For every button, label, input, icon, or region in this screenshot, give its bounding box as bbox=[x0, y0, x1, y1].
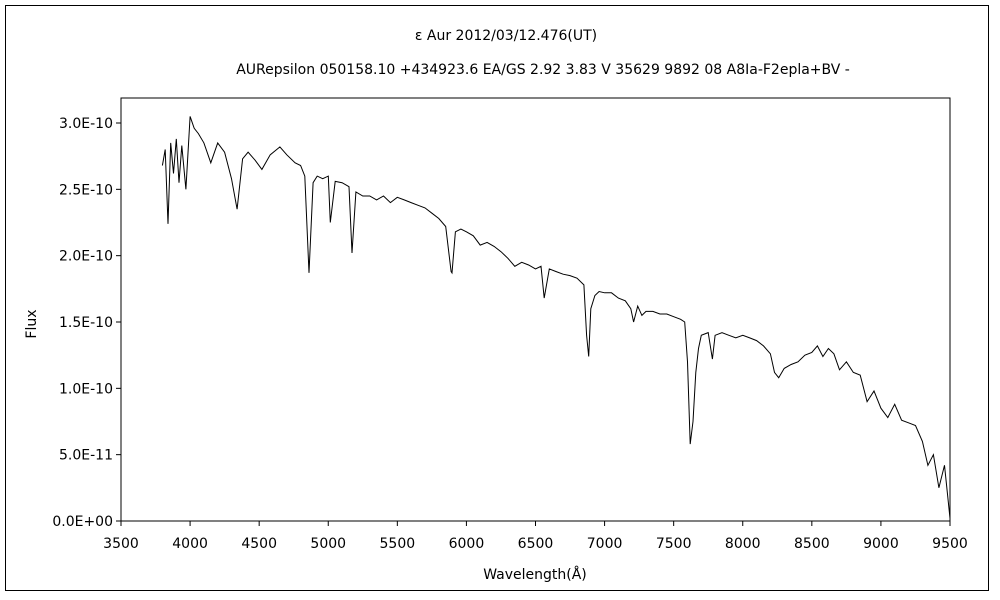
y-axis: 0.0E+00 5.0E-11 1.0E-10 1.5E-10 2.0E-10 2.5E-… bbox=[52, 116, 121, 530]
x-tick-label: 7500 bbox=[656, 536, 692, 552]
x-axis-label: Wavelength(Å) bbox=[483, 566, 587, 583]
chart-frame: ε Aur 2012/03/12.476(UT) AURepsilon 0501… bbox=[5, 5, 989, 591]
x-tick-label: 4500 bbox=[241, 536, 277, 552]
chart-subtitle: AURepsilon 050158.10 +434923.6 EA/GS 2.9… bbox=[236, 62, 850, 78]
x-tick-label: 8000 bbox=[725, 536, 761, 552]
x-tick-label: 9000 bbox=[863, 536, 899, 552]
y-tick-label: 2.5E-10 bbox=[59, 182, 113, 198]
y-axis-label: Flux bbox=[24, 309, 40, 338]
x-tick-label: 7000 bbox=[587, 536, 623, 552]
x-tick-label: 5500 bbox=[380, 536, 416, 552]
x-tick-label: 8500 bbox=[794, 536, 830, 552]
y-tick-label: 5.0E-11 bbox=[59, 448, 113, 464]
x-tick-label: 9500 bbox=[932, 536, 968, 552]
y-tick-label: 2.0E-10 bbox=[59, 249, 113, 265]
spectrum-line bbox=[161, 116, 951, 519]
plot-area bbox=[120, 97, 951, 522]
x-axis: 3500 4000 4500 5000 5500 6000 6500 7000 7500 8000… bbox=[103, 521, 968, 552]
x-tick-label: 6500 bbox=[518, 536, 554, 552]
x-tick-label: 3500 bbox=[103, 536, 139, 552]
y-tick-label: 0.0E+00 bbox=[52, 514, 113, 530]
y-tick-label: 1.0E-10 bbox=[59, 381, 113, 397]
x-tick-label: 4000 bbox=[172, 536, 208, 552]
chart-title: ε Aur 2012/03/12.476(UT) bbox=[415, 28, 597, 44]
x-tick-label: 6000 bbox=[449, 536, 485, 552]
x-tick-label: 5000 bbox=[310, 536, 346, 552]
y-tick-label: 1.5E-10 bbox=[59, 315, 113, 331]
y-tick-label: 3.0E-10 bbox=[59, 116, 113, 132]
spectrum-chart: ε Aur 2012/03/12.476(UT) AURepsilon 0501… bbox=[24, 28, 968, 583]
